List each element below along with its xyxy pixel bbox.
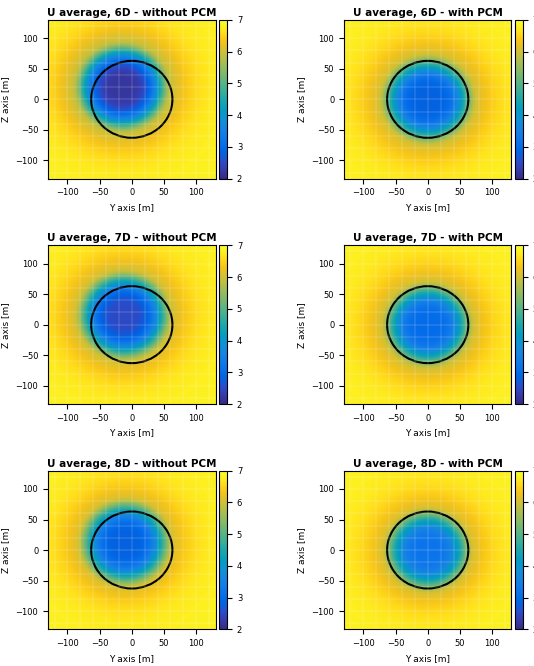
X-axis label: Y axis [m]: Y axis [m] — [405, 428, 450, 438]
X-axis label: Y axis [m]: Y axis [m] — [109, 428, 154, 438]
Y-axis label: Z axis [m]: Z axis [m] — [1, 302, 10, 348]
X-axis label: Y axis [m]: Y axis [m] — [405, 203, 450, 212]
Title: U average, 8D - without PCM: U average, 8D - without PCM — [47, 458, 217, 468]
X-axis label: Y axis [m]: Y axis [m] — [109, 653, 154, 663]
Title: U average, 6D - with PCM: U average, 6D - with PCM — [353, 8, 502, 18]
Title: U average, 8D - with PCM: U average, 8D - with PCM — [353, 458, 502, 468]
Title: U average, 7D - without PCM: U average, 7D - without PCM — [47, 233, 217, 243]
Y-axis label: Z axis [m]: Z axis [m] — [1, 77, 10, 122]
Y-axis label: Z axis [m]: Z axis [m] — [297, 302, 306, 348]
Title: U average, 7D - with PCM: U average, 7D - with PCM — [353, 233, 502, 243]
X-axis label: Y axis [m]: Y axis [m] — [405, 653, 450, 663]
Title: U average, 6D - without PCM: U average, 6D - without PCM — [47, 8, 217, 18]
X-axis label: Y axis [m]: Y axis [m] — [109, 203, 154, 212]
Y-axis label: Z axis [m]: Z axis [m] — [297, 77, 306, 122]
Y-axis label: Z axis [m]: Z axis [m] — [297, 527, 306, 573]
Y-axis label: Z axis [m]: Z axis [m] — [1, 527, 10, 573]
